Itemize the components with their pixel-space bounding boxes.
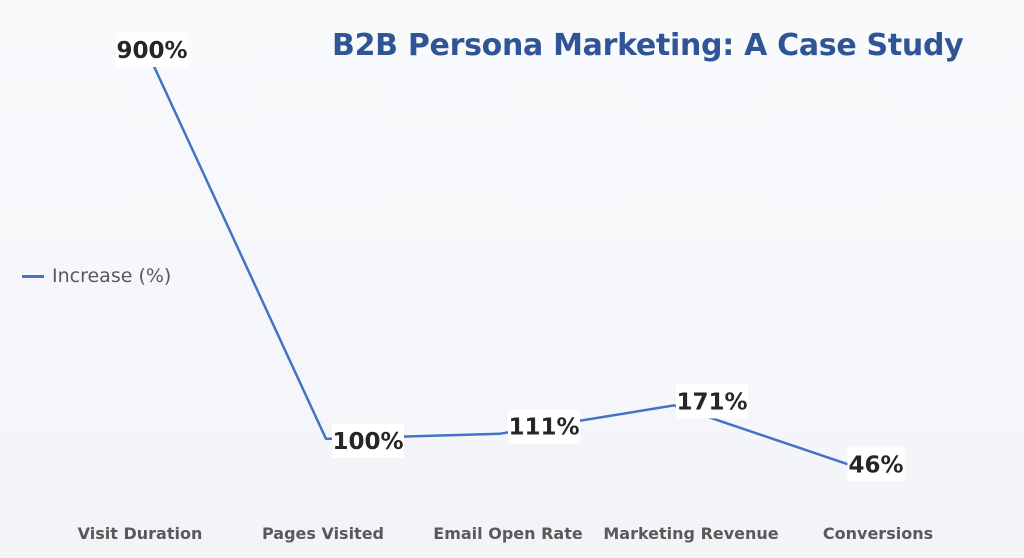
legend-label: Increase (%): [52, 265, 172, 287]
series-line: [150, 61, 849, 466]
x-tick-label: Conversions: [823, 524, 933, 543]
data-label-box: [116, 33, 188, 67]
x-tick-label: Visit Duration: [78, 524, 203, 543]
data-label: 46%: [847, 447, 905, 482]
legend: Increase (%): [22, 265, 171, 287]
data-label-box: [332, 423, 404, 458]
legend-line-swatch: [22, 274, 44, 278]
data-label-box: [847, 447, 905, 482]
data-label-text: 46%: [848, 452, 903, 478]
data-label: 900%: [116, 33, 188, 67]
x-axis-ticks: Visit Duration Pages Visited Email Open Ra…: [78, 524, 933, 543]
data-label-text: 171%: [676, 389, 747, 415]
x-tick-label: Pages Visited: [262, 524, 384, 543]
data-label-box: [508, 409, 580, 444]
data-label: 171%: [676, 384, 748, 419]
data-label-text: 900%: [116, 38, 187, 64]
x-tick-label: Email Open Rate: [433, 524, 583, 543]
data-label: 100%: [332, 423, 404, 458]
data-label: 111%: [508, 409, 580, 444]
data-label-text: 111%: [508, 415, 579, 441]
chart-title: B2B Persona Marketing: A Case Study: [332, 28, 964, 63]
data-label-box: [676, 384, 748, 419]
x-tick-label: Marketing Revenue: [603, 524, 778, 543]
data-labels: 900% 100% 111% 171% 46%: [116, 33, 905, 482]
data-label-text: 100%: [332, 429, 403, 455]
